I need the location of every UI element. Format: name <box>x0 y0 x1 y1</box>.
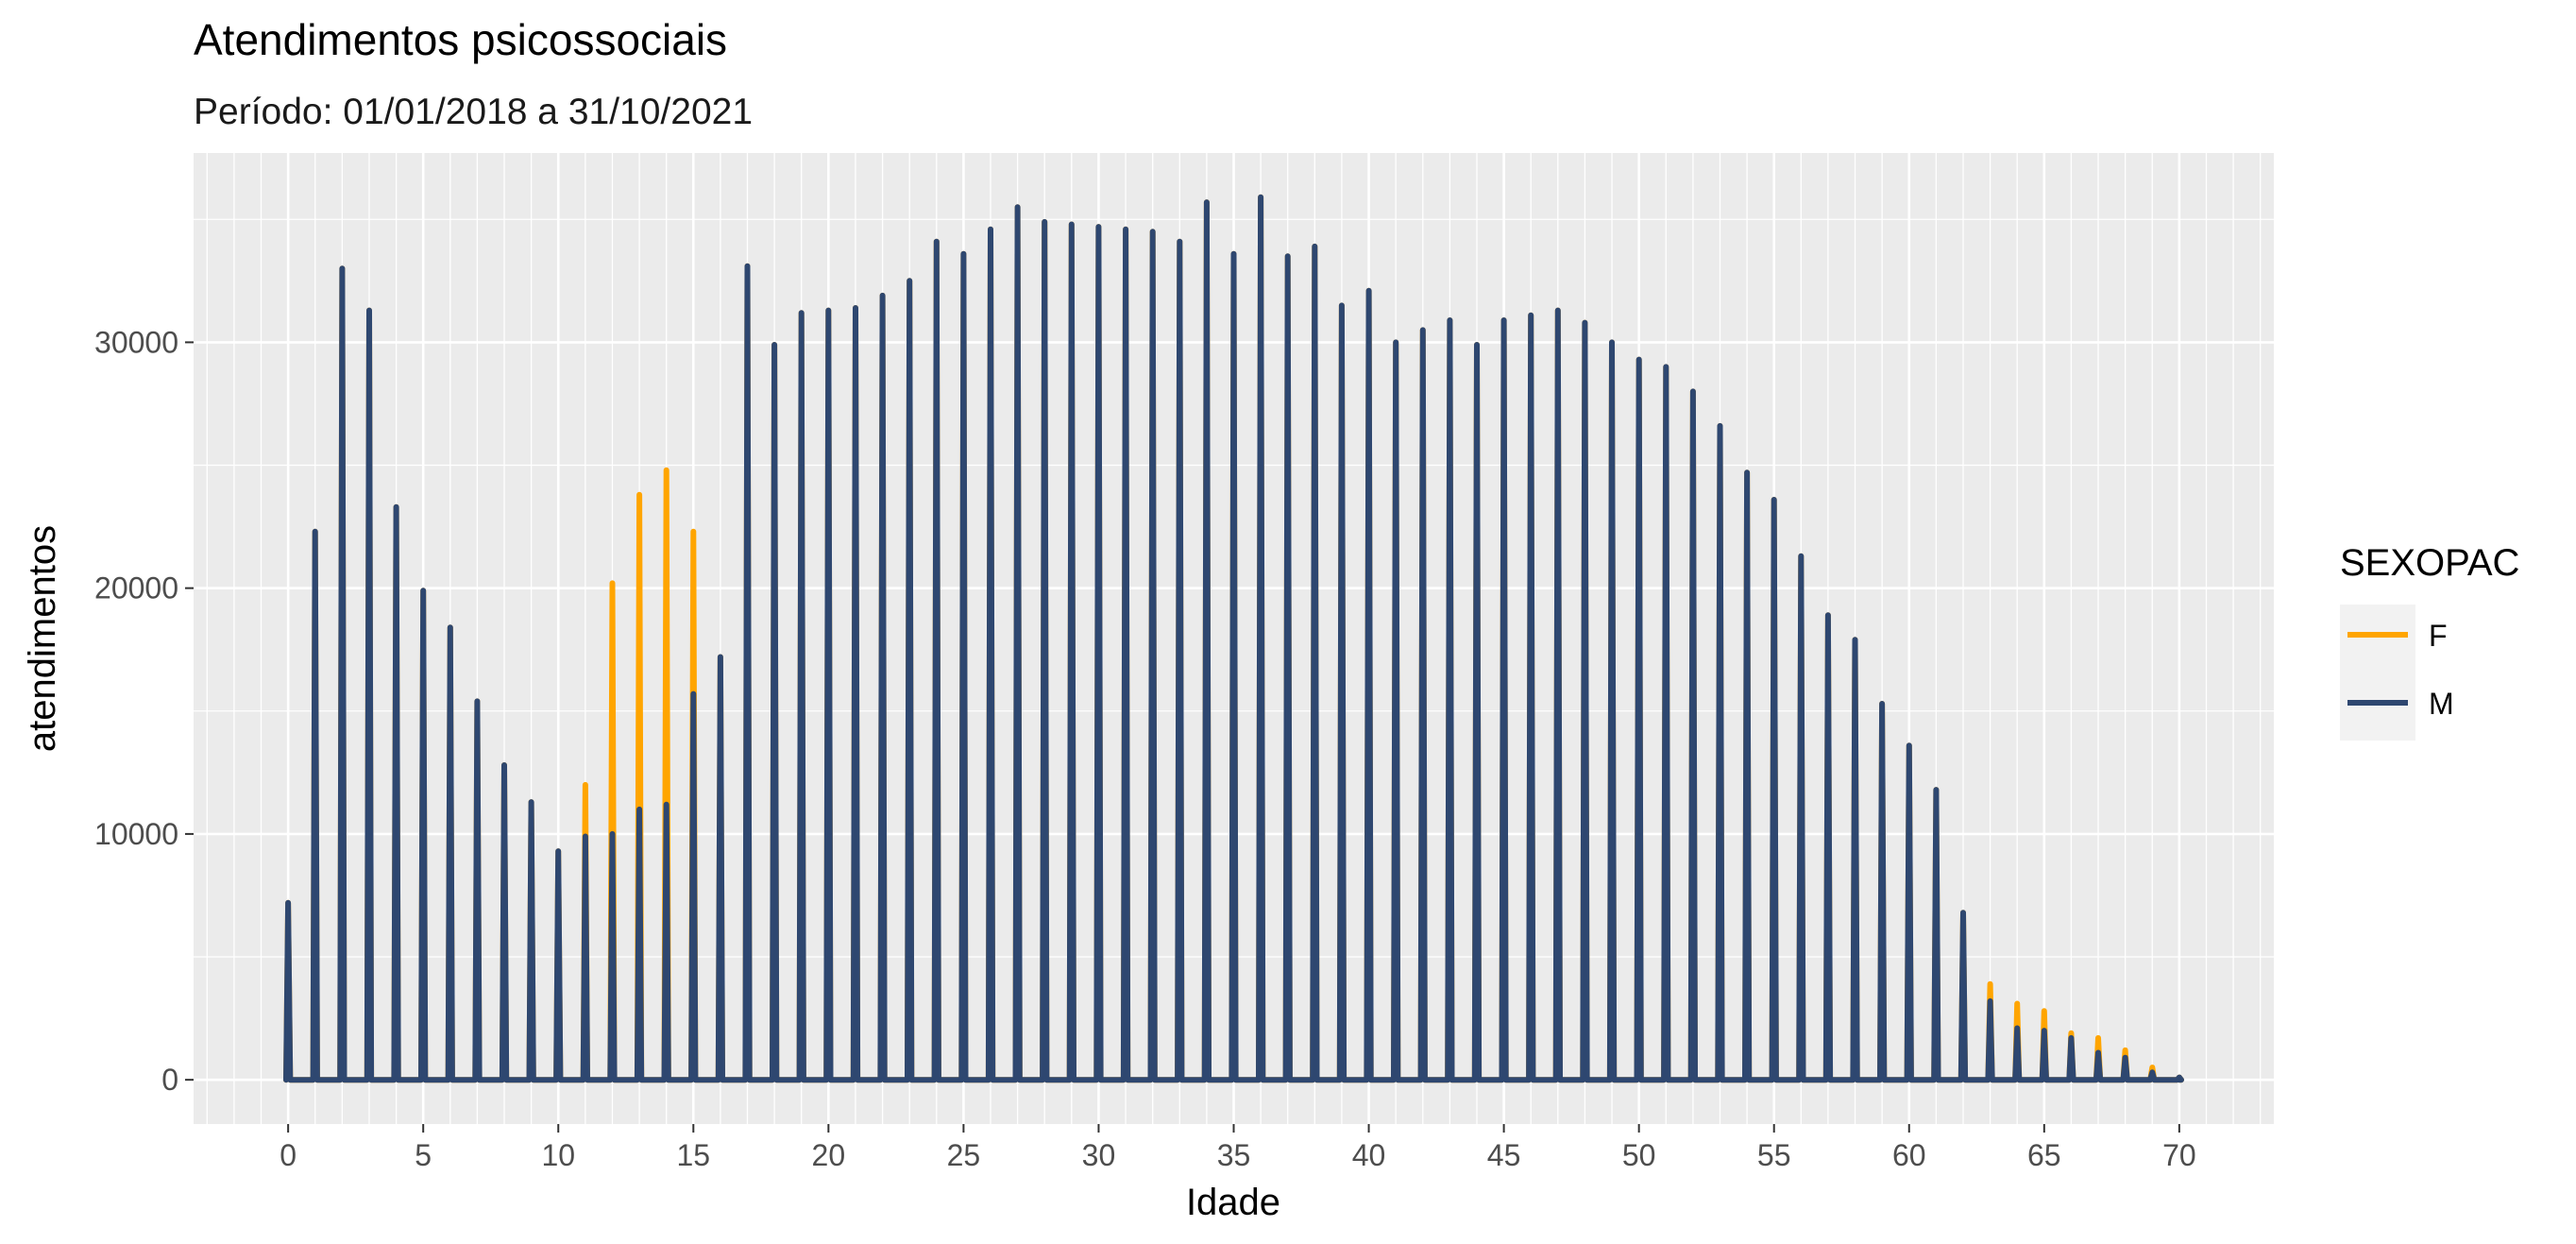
legend-title: SEXOPAC <box>2340 542 2519 584</box>
x-tick-label: 70 <box>2162 1138 2196 1172</box>
x-tick-label: 65 <box>2027 1138 2061 1172</box>
x-tick-label: 55 <box>1757 1138 1791 1172</box>
x-tick-label: 25 <box>947 1138 981 1172</box>
x-tick-label: 45 <box>1487 1138 1521 1172</box>
y-axis-label: atendimentos <box>22 525 63 752</box>
y-tick-label: 0 <box>161 1063 178 1097</box>
x-tick-label: 15 <box>676 1138 710 1172</box>
y-tick-label: 10000 <box>94 817 178 851</box>
x-tick-label: 10 <box>541 1138 575 1172</box>
series-M <box>283 194 2184 1083</box>
chart-marks <box>283 194 2184 1083</box>
x-tick-label: 5 <box>415 1138 432 1172</box>
chart-title: Atendimentos psicossociais <box>194 15 727 64</box>
legend: SEXOPAC FM <box>2340 542 2519 741</box>
y-tick-label: 30000 <box>94 325 178 359</box>
series-line-M <box>283 194 2184 1083</box>
legend-label-F: F <box>2429 619 2448 653</box>
x-tick-label: 20 <box>812 1138 846 1172</box>
x-tick-label: 60 <box>1892 1138 1926 1172</box>
x-axis-label: Idade <box>1186 1182 1280 1223</box>
x-tick-label: 0 <box>280 1138 297 1172</box>
legend-key-background <box>2340 605 2415 741</box>
legend-items: FM <box>2347 619 2454 721</box>
axes: 0 5 10 15 20 25 30 35 40 45 50 55 60 65 70 0 10000 20000 3… <box>94 325 2196 1172</box>
legend-label-M: M <box>2429 687 2454 721</box>
x-tick-label: 35 <box>1217 1138 1251 1172</box>
x-tick-label: 40 <box>1352 1138 1386 1172</box>
x-tick-label: 50 <box>1622 1138 1656 1172</box>
y-tick-label: 20000 <box>94 571 178 605</box>
chart-subtitle: Período: 01/01/2018 a 31/10/2021 <box>194 92 753 132</box>
x-tick-label: 30 <box>1082 1138 1116 1172</box>
